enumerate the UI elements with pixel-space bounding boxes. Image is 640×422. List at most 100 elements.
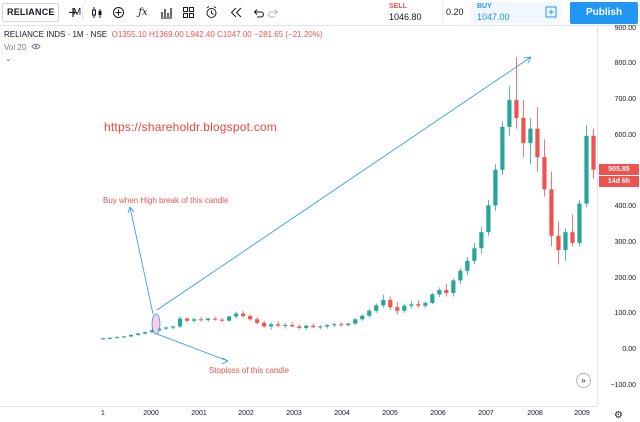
collapse-legend-icon[interactable]: ⌄ bbox=[5, 54, 12, 63]
candle-body bbox=[135, 333, 141, 336]
templates-icon[interactable] bbox=[182, 4, 195, 21]
candle-body bbox=[542, 157, 547, 190]
candle-body bbox=[437, 290, 442, 295]
candle-body bbox=[514, 100, 519, 118]
candle-body bbox=[500, 126, 505, 170]
publish-button[interactable]: Publish bbox=[570, 2, 638, 24]
candle-body bbox=[535, 128, 540, 158]
candle-body bbox=[423, 302, 428, 306]
candle-body bbox=[318, 326, 323, 328]
y-tick-label: 200.00 bbox=[614, 274, 636, 282]
buy-note-arrow-head bbox=[127, 206, 135, 214]
candle-body bbox=[556, 235, 561, 251]
interval-button[interactable]: M bbox=[72, 7, 82, 18]
candle-body bbox=[381, 300, 386, 306]
x-tick-label: 2000 bbox=[143, 410, 159, 417]
candle-body bbox=[353, 319, 358, 324]
legend-low: L942.40 bbox=[185, 30, 215, 39]
y-tick-label: 900.00 bbox=[614, 24, 636, 32]
stop-note-arrow[interactable] bbox=[156, 333, 229, 362]
candle-body bbox=[255, 319, 260, 323]
redo-icon[interactable] bbox=[268, 4, 280, 21]
time-scale[interactable]: 1 2000 2001 2002 2003 2004 2005 2006 2007 2008 200… bbox=[0, 406, 597, 422]
stop-note-text: Stoploss of this candle bbox=[209, 366, 290, 375]
blog-url-text: https://shareholdr.blogspot.com bbox=[104, 120, 277, 134]
candle-body bbox=[444, 290, 449, 293]
y-tick-label: 400.00 bbox=[614, 203, 636, 211]
candle-body bbox=[206, 318, 211, 321]
y-tick-label: 800.00 bbox=[614, 60, 636, 68]
candle-body bbox=[248, 316, 253, 320]
x-tick-label: 2003 bbox=[286, 410, 302, 417]
candle-body bbox=[220, 319, 225, 321]
candle-body bbox=[360, 315, 365, 320]
highlight-ellipse[interactable] bbox=[151, 313, 161, 335]
candle-body bbox=[170, 326, 176, 328]
x-tick-label: 2002 bbox=[238, 410, 254, 417]
legend-open: O1355.10 bbox=[111, 30, 147, 39]
trend-arrow-head bbox=[523, 56, 532, 64]
x-tick-label: 1 bbox=[101, 410, 105, 417]
sell-price: 1046.80 bbox=[389, 12, 422, 22]
gear-icon[interactable]: ⚙ bbox=[614, 410, 623, 421]
candle-body bbox=[198, 319, 204, 321]
symbol-search[interactable]: RELIANCE bbox=[2, 3, 59, 22]
candle-body bbox=[584, 135, 589, 204]
sell-label: SELL bbox=[389, 3, 407, 10]
compare-icon[interactable] bbox=[112, 4, 125, 21]
x-tick-label: 2007 bbox=[478, 410, 494, 417]
candle-body bbox=[451, 280, 456, 293]
candle-body bbox=[163, 327, 169, 329]
indicators-icon[interactable]: ƒx bbox=[138, 7, 148, 18]
undo-icon[interactable] bbox=[252, 4, 264, 21]
candle-body bbox=[276, 324, 281, 326]
add-symbol-icon[interactable] bbox=[68, 4, 78, 21]
candle-body bbox=[241, 313, 246, 317]
candle-body bbox=[346, 323, 351, 326]
candle-body bbox=[521, 117, 526, 143]
candle-body bbox=[388, 300, 393, 308]
candle-body bbox=[486, 205, 491, 233]
candle-body bbox=[591, 135, 596, 170]
scroll-to-latest-button[interactable]: » bbox=[576, 373, 591, 388]
y-tick-label: −100.00 bbox=[610, 381, 637, 389]
candle-body bbox=[493, 169, 498, 206]
candle-body bbox=[577, 203, 582, 243]
x-tick-label: 2006 bbox=[430, 410, 446, 417]
candle-body bbox=[563, 232, 568, 251]
candle-body bbox=[213, 318, 218, 320]
buy-note-text: Buy when High break of this candle bbox=[103, 196, 229, 205]
candle-body bbox=[149, 330, 155, 333]
y-tick-label: 600.00 bbox=[614, 131, 636, 139]
expand-icon[interactable] bbox=[545, 6, 557, 21]
candle-style-icon[interactable] bbox=[91, 4, 103, 21]
buy-note-arrow[interactable] bbox=[129, 206, 154, 315]
x-tick-label: 2001 bbox=[191, 410, 207, 417]
volume-label: Vol 20 bbox=[4, 43, 27, 52]
y-tick-label: 700.00 bbox=[614, 96, 636, 104]
price-chart[interactable] bbox=[0, 26, 640, 422]
replay-icon[interactable] bbox=[230, 4, 242, 21]
y-tick-label: 300.00 bbox=[614, 238, 636, 246]
trend-arrow-line[interactable] bbox=[156, 56, 532, 311]
eye-icon[interactable] bbox=[31, 43, 42, 52]
volume-legend[interactable]: Vol 20 bbox=[4, 43, 42, 52]
candle-body bbox=[549, 189, 554, 236]
buy-button[interactable]: BUY 1047.00 bbox=[471, 2, 561, 23]
x-tick-label: 2008 bbox=[527, 410, 543, 417]
legend-close: C1047.00 bbox=[217, 30, 252, 39]
candle-body bbox=[325, 325, 330, 327]
toolbar-divider bbox=[82, 6, 83, 20]
financials-icon[interactable] bbox=[160, 4, 172, 21]
legend-title: RELIANCE INDS · 1M · NSE bbox=[4, 30, 108, 39]
candle-body bbox=[395, 307, 400, 311]
y-tick-label: 100.00 bbox=[614, 310, 636, 318]
candle-body bbox=[472, 248, 477, 261]
candle-body bbox=[479, 232, 484, 249]
sell-button[interactable]: SELL 1046.80 bbox=[383, 2, 443, 23]
alert-icon[interactable] bbox=[205, 4, 218, 21]
price-scale[interactable]: 900.00800.00700.00600.00500.00400.00300.… bbox=[597, 24, 640, 406]
candle-body bbox=[374, 305, 379, 311]
candle-body bbox=[234, 313, 239, 317]
candle-body bbox=[402, 305, 407, 311]
